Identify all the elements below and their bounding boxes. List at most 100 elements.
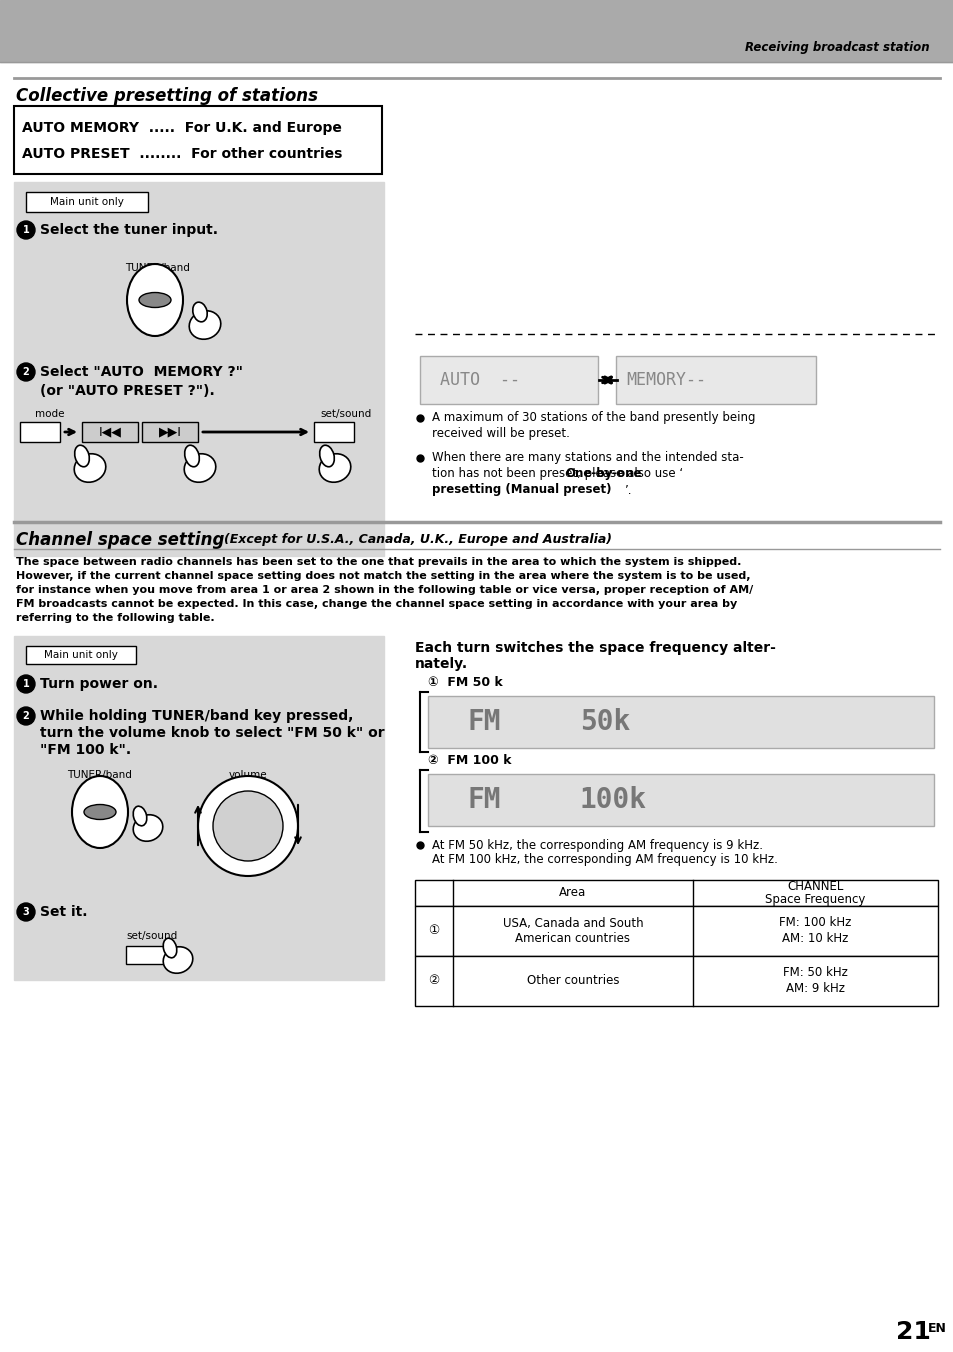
Bar (14, 183, 384, 556)
Text: ①: ① (428, 925, 439, 937)
Text: A maximum of 30 stations of the band presently being: A maximum of 30 stations of the band pre… (432, 411, 755, 425)
Bar (14, 105, 381, 174)
Bar (0, 0, 953, 62)
Text: However, if the current channel space setting does not match the setting in the : However, if the current channel space se… (16, 571, 750, 581)
Text: MEMORY--: MEMORY-- (625, 370, 705, 389)
Text: 3: 3 (23, 907, 30, 917)
Circle shape (17, 675, 35, 694)
Bar (314, 422, 354, 442)
Bar (14, 635, 384, 980)
Text: At FM 50 kHz, the corresponding AM frequency is 9 kHz.: At FM 50 kHz, the corresponding AM frequ… (432, 838, 762, 852)
Text: nately.: nately. (415, 657, 468, 671)
Ellipse shape (163, 938, 176, 957)
Text: Collective presetting of stations: Collective presetting of stations (16, 87, 317, 105)
Text: Channel space setting: Channel space setting (16, 531, 224, 549)
Text: EN: EN (927, 1321, 946, 1334)
Text: ②  FM 100 k: ② FM 100 k (428, 753, 511, 767)
Text: referring to the following table.: referring to the following table. (16, 612, 214, 623)
Text: Area: Area (558, 887, 586, 899)
Text: 2: 2 (23, 711, 30, 721)
Bar (26, 192, 148, 212)
Text: turn the volume knob to select "FM 50 k" or: turn the volume knob to select "FM 50 k"… (40, 726, 384, 740)
Bar (142, 422, 198, 442)
Text: When there are many stations and the intended sta-: When there are many stations and the int… (432, 452, 743, 465)
Ellipse shape (74, 445, 90, 466)
Text: FM: 100 kHz: FM: 100 kHz (779, 917, 851, 930)
Text: AM: 10 kHz: AM: 10 kHz (781, 933, 848, 945)
Bar (428, 773, 933, 826)
Text: (Except for U.S.A., Canada, U.K., Europe and Australia): (Except for U.S.A., Canada, U.K., Europe… (224, 534, 612, 546)
Ellipse shape (133, 815, 163, 841)
Text: FM: FM (468, 786, 501, 814)
Ellipse shape (213, 791, 283, 861)
Text: TUNER/band: TUNER/band (68, 771, 132, 780)
Ellipse shape (185, 445, 199, 466)
Circle shape (17, 220, 35, 239)
Ellipse shape (133, 806, 147, 826)
Ellipse shape (163, 946, 193, 973)
Ellipse shape (74, 454, 106, 483)
Text: received will be preset.: received will be preset. (432, 427, 569, 441)
Text: At FM 100 kHz, the corresponding AM frequency is 10 kHz.: At FM 100 kHz, the corresponding AM freq… (432, 853, 777, 867)
Text: FM: FM (468, 708, 501, 735)
Text: USA, Canada and South: USA, Canada and South (502, 917, 642, 930)
Text: Set it.: Set it. (40, 904, 88, 919)
Text: While holding TUNER/band key pressed,: While holding TUNER/band key pressed, (40, 708, 353, 723)
Ellipse shape (198, 776, 297, 876)
Bar (616, 356, 815, 404)
Text: 1: 1 (23, 224, 30, 235)
Text: Main unit only: Main unit only (50, 197, 124, 207)
Text: Each turn switches the space frequency alter-: Each turn switches the space frequency a… (415, 641, 775, 654)
Text: (or "AUTO PRESET ?").: (or "AUTO PRESET ?"). (40, 384, 214, 397)
Bar (415, 956, 937, 1006)
Text: CHANNEL: CHANNEL (786, 880, 842, 894)
Bar (82, 422, 138, 442)
Text: 21: 21 (895, 1320, 930, 1344)
Text: The space between radio channels has been set to the one that prevails in the ar: The space between radio channels has bee… (16, 557, 740, 566)
Text: Select "AUTO  MEMORY ?": Select "AUTO MEMORY ?" (40, 365, 243, 379)
Text: One-by-one: One-by-one (564, 468, 640, 480)
Text: ①  FM 50 k: ① FM 50 k (428, 676, 502, 688)
Bar (415, 906, 937, 956)
Text: 2: 2 (23, 366, 30, 377)
Text: FM: 50 kHz: FM: 50 kHz (782, 967, 847, 979)
Text: Turn power on.: Turn power on. (40, 677, 158, 691)
Text: Space Frequency: Space Frequency (764, 894, 864, 906)
Text: FM broadcasts cannot be expected. In this case, change the channel space setting: FM broadcasts cannot be expected. In thi… (16, 599, 737, 608)
Text: ’.: ’. (624, 484, 632, 496)
Text: 1: 1 (23, 679, 30, 690)
Circle shape (17, 707, 35, 725)
Text: Select the tuner input.: Select the tuner input. (40, 223, 218, 237)
Bar (415, 880, 937, 906)
Text: tion has not been preset, please also use ‘: tion has not been preset, please also us… (432, 468, 682, 480)
Text: mode: mode (35, 410, 65, 419)
Circle shape (17, 903, 35, 921)
Text: American countries: American countries (515, 933, 630, 945)
Text: Main unit only: Main unit only (44, 650, 118, 660)
Bar (126, 946, 166, 964)
Text: set/sound: set/sound (126, 932, 177, 941)
Ellipse shape (193, 303, 207, 322)
Ellipse shape (127, 264, 183, 337)
Bar (419, 356, 598, 404)
Text: ▶▶I: ▶▶I (158, 426, 181, 438)
Text: AUTO  --: AUTO -- (439, 370, 519, 389)
Ellipse shape (319, 454, 351, 483)
Text: 50k: 50k (579, 708, 630, 735)
Text: set/sound: set/sound (320, 410, 372, 419)
Circle shape (17, 362, 35, 381)
Bar (26, 646, 136, 664)
Ellipse shape (139, 292, 171, 307)
Text: AUTO PRESET  ........  For other countries: AUTO PRESET ........ For other countries (22, 147, 342, 161)
Text: AUTO MEMORY  .....  For U.K. and Europe: AUTO MEMORY ..... For U.K. and Europe (22, 120, 341, 135)
Text: TUNER/band: TUNER/band (126, 264, 191, 273)
Bar (20, 422, 60, 442)
Text: "FM 100 k".: "FM 100 k". (40, 744, 131, 757)
Text: AM: 9 kHz: AM: 9 kHz (785, 983, 844, 995)
Text: ②: ② (428, 975, 439, 987)
Ellipse shape (184, 454, 215, 483)
Ellipse shape (84, 804, 116, 819)
Text: Receiving broadcast station: Receiving broadcast station (744, 42, 929, 54)
Bar (428, 696, 933, 748)
Ellipse shape (189, 311, 220, 339)
